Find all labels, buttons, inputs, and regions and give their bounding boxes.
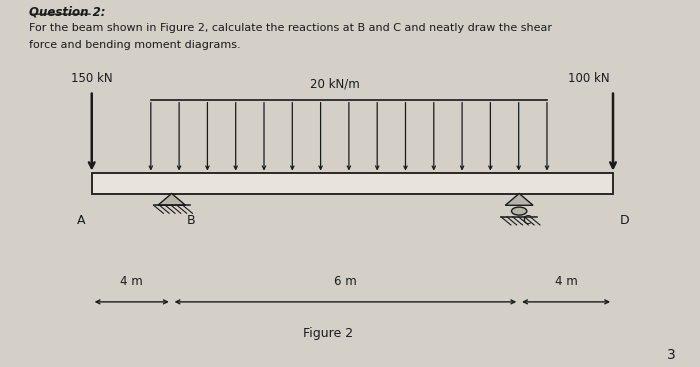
Polygon shape (158, 193, 186, 205)
Text: B: B (187, 214, 195, 226)
Text: 150 kN: 150 kN (71, 72, 113, 85)
Text: Question 2:: Question 2: (29, 5, 106, 18)
Text: For the beam shown in Figure 2, calculate the reactions at B and C and neatly dr: For the beam shown in Figure 2, calculat… (29, 22, 552, 33)
Polygon shape (505, 193, 533, 205)
Text: D: D (620, 214, 629, 226)
Circle shape (512, 207, 527, 215)
Text: 20 kN/m: 20 kN/m (310, 78, 360, 91)
Text: 6 m: 6 m (334, 275, 357, 288)
Bar (92, 174, 613, 193)
Text: C: C (523, 214, 531, 226)
Text: A: A (77, 214, 85, 226)
Text: Figure 2: Figure 2 (303, 327, 353, 340)
Text: 4 m: 4 m (554, 275, 577, 288)
Text: 3: 3 (667, 348, 676, 362)
Text: 4 m: 4 m (120, 275, 143, 288)
Text: 100 kN: 100 kN (568, 72, 610, 85)
Text: force and bending moment diagrams.: force and bending moment diagrams. (29, 40, 241, 50)
